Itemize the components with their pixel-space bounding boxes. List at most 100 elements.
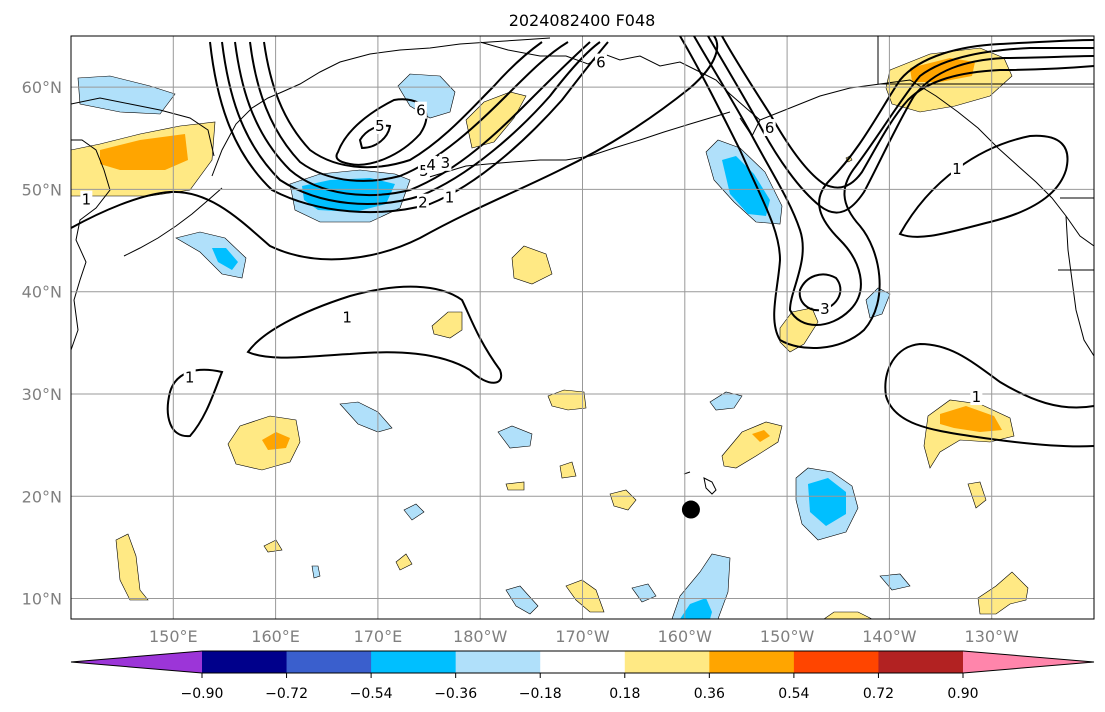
contour-label: 1 [952,160,962,178]
negative-anomaly-region [879,573,911,591]
negative-anomaly-region [671,553,731,619]
negative-anomaly-region [631,583,657,603]
colorbar-segment [455,651,541,673]
negative-anomaly-region [403,503,425,521]
contour-label: 1 [82,191,92,209]
contour-label-bg [950,159,963,177]
contour-label: 5 [375,117,385,135]
colorbar-extend-high [963,651,1094,673]
negative-anomaly-region [680,598,712,619]
gridlines [71,36,1094,619]
contour-label: 3 [441,154,451,172]
colorbar-tick-label: −0.18 [519,686,562,702]
positive-anomaly-region [395,553,413,571]
lat-tick-label: 30°N [22,385,62,404]
contour-label: 3 [820,300,830,318]
contour-line [71,36,719,261]
lat-tick-label: 50°N [22,180,62,199]
colorbar-tick-label: 0.54 [778,686,809,702]
contour-line [358,124,392,150]
lon-tick-label: 150°W [760,627,815,646]
lat-tick-label: 20°N [22,487,62,506]
negative-anomaly-region [339,401,393,433]
contour-label-bg [183,368,196,386]
alaska-gulf-coast [759,79,1094,247]
asia-coast [71,139,111,351]
positive-anomaly-region [547,389,587,411]
colorbar-segment [202,651,288,673]
colorbar-segment [878,651,964,673]
kamchatka-coast [211,37,551,177]
contour-line [246,285,503,384]
contour-line [693,36,1094,326]
lon-tick-label: 160°E [251,627,300,646]
colorbar-segment [624,651,710,673]
colorbar-tick-label: 0.18 [609,686,640,702]
lat-tick-label: 40°N [22,283,62,302]
lon-tick-label: 150°E [149,627,198,646]
positive-anomaly-region [263,539,283,553]
contour-label: 6 [765,119,775,137]
contour-label-bg [594,53,607,71]
positive-anomaly-region [977,571,1029,615]
negative-anomaly-region [722,156,770,216]
positive-anomaly-region [823,611,873,619]
contour-line [798,273,842,312]
contour-line [221,41,601,205]
positive-anomaly-region [967,481,987,509]
colorbar: −0.90 −0.72 −0.54 −0.36 −0.18 0.18 0.36 0.54 0.7… [70,650,1095,702]
contour-label: 1 [342,308,352,326]
colorbar-tick-label: −0.54 [350,686,393,702]
positive-anomaly-region [779,307,819,353]
coastlines [71,36,1094,495]
negative-anomaly-region [311,565,321,579]
colorbar-extend-low [71,651,202,673]
bering-coast [479,41,761,137]
positive-anomaly-region [511,245,553,285]
colorbar-tick-label: 0.72 [863,686,894,702]
colorbar-tick-label: 0.36 [694,686,725,702]
contour-label-bg [416,193,429,211]
positive-anomaly-region [940,406,1002,432]
positive-anomaly-region [752,430,770,442]
contour-label-bg [439,153,452,171]
colorbar-segment [793,651,879,673]
map-border [70,35,1095,620]
contour-line [707,36,1094,214]
colorbar-segment [540,651,626,673]
negative-anomaly-region [505,585,539,615]
colorbar-tick-label: 0.90 [947,686,978,702]
latitude-labels: 10°N 20°N 30°N 40°N 50°N 60°N [22,78,62,608]
location-marker [681,500,700,519]
map-title: 2024082400 F048 [509,11,656,30]
lon-tick-label: 130°W [965,627,1020,646]
contour-line [249,41,569,182]
contour-label-bg [373,117,386,135]
lon-tick-label: 170°W [555,627,610,646]
contour-label-bg [80,190,93,208]
colorbar-tick-label: −0.90 [181,686,224,702]
kuril-islands [123,187,223,257]
contour-label: 1 [185,369,195,387]
lon-tick-label: 140°W [862,627,917,646]
canada-us-border [877,36,1094,271]
contour-line [234,41,591,197]
positive-anomaly-region [505,481,525,491]
contour-line [263,41,543,169]
contour-line [679,36,1094,349]
negative-anomaly-region [77,75,176,115]
colorbar-tick-label: −0.36 [434,686,477,702]
negative-anomaly-region [808,478,846,526]
lat-tick-label: 60°N [22,78,62,97]
contour-line [898,134,1069,238]
lon-tick-label: 180°W [453,627,508,646]
contour-label-bg [414,101,427,119]
contour-label-bg [341,308,354,326]
shaded-anomalies [71,47,1029,619]
contour-label-bg [443,188,456,206]
contour-line [335,98,428,166]
negative-anomaly-region [397,73,456,119]
lon-tick-label: 170°E [354,627,403,646]
